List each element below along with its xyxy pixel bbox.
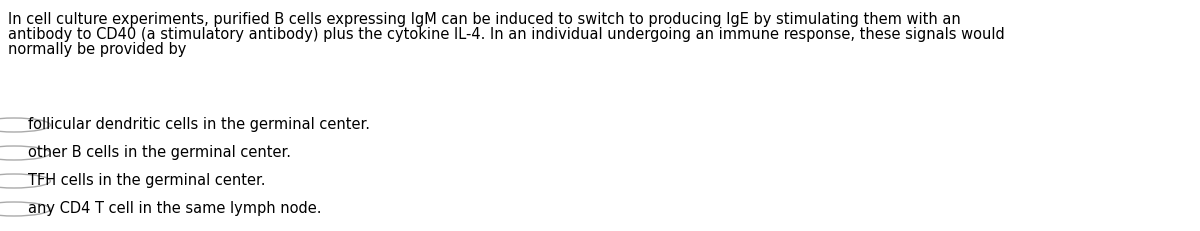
Text: normally be provided by: normally be provided by [8,42,186,57]
Text: other B cells in the germinal center.: other B cells in the germinal center. [28,146,292,161]
Text: any CD4 T cell in the same lymph node.: any CD4 T cell in the same lymph node. [28,201,322,216]
Text: TFH cells in the germinal center.: TFH cells in the germinal center. [28,173,265,188]
Text: follicular dendritic cells in the germinal center.: follicular dendritic cells in the germin… [28,118,370,133]
Ellipse shape [0,202,50,216]
Ellipse shape [0,118,50,132]
Text: In cell culture experiments, purified B cells expressing IgM can be induced to s: In cell culture experiments, purified B … [8,12,961,27]
Text: antibody to CD40 (a stimulatory antibody) plus the cytokine IL-4. In an individu: antibody to CD40 (a stimulatory antibody… [8,27,1004,42]
Ellipse shape [0,146,50,160]
Ellipse shape [0,174,50,188]
